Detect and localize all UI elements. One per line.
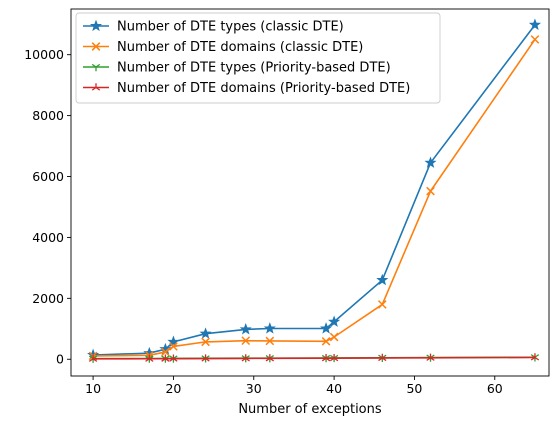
series-4-point: [378, 353, 387, 362]
legend-label: Number of DTE types (classic DTE): [117, 20, 344, 35]
series-4-point: [169, 354, 178, 362]
series-4-point: [530, 353, 540, 361]
series-1-point: [376, 273, 389, 286]
series-1-point: [528, 18, 541, 30]
legend-label: Number of DTE types (Priority-based DTE): [117, 61, 391, 76]
series-4-point: [329, 353, 339, 362]
legend-entry-2: Number of DTE domains (classic DTE): [83, 40, 363, 55]
legend-marker: [89, 19, 103, 32]
x-tick-label: 20: [165, 381, 181, 396]
legend-entry-1: Number of DTE types (classic DTE): [83, 20, 344, 35]
series-4-point: [145, 354, 154, 362]
series-4-point: [88, 354, 98, 362]
series-4-point: [265, 354, 274, 362]
series-1-point: [199, 327, 212, 339]
y-tick-label: 4000: [32, 230, 64, 245]
series-2-point: [241, 336, 251, 346]
x-tick-label: 40: [326, 381, 342, 396]
legend-label: Number of DTE domains (classic DTE): [117, 40, 363, 55]
y-tick-label: 2000: [32, 291, 64, 306]
plot-frame: [70, 8, 550, 377]
series-2-line: [93, 39, 536, 357]
x-tick-label: 60: [487, 381, 503, 396]
series-4-point: [426, 353, 435, 361]
series-4-point: [201, 354, 210, 362]
legend-box: [75, 12, 441, 104]
series-1-point: [328, 315, 341, 327]
series-1-point: [263, 322, 276, 334]
series-4-point: [321, 354, 331, 362]
series-2-point: [329, 332, 339, 342]
y-tick-label: 0: [56, 352, 64, 367]
x-tick-label: 50: [406, 381, 422, 396]
series-4-line: [93, 356, 535, 360]
series-2-point: [169, 342, 178, 351]
legend: Number of DTE types (classic DTE) Number …: [75, 12, 441, 104]
series-2-point: [201, 337, 210, 347]
series-2: [88, 35, 540, 361]
series-2-point: [530, 35, 540, 44]
series-4-point: [241, 354, 250, 362]
series-4-point: [161, 354, 170, 362]
x-tick-label: 30: [246, 381, 262, 396]
legend-entry-4: Number of DTE domains (Priority-based DT…: [83, 81, 410, 96]
series-1-point: [320, 322, 333, 334]
legend-entry-3: Number of DTE types (Priority-based DTE): [83, 61, 391, 76]
legend-label: Number of DTE domains (Priority-based DT…: [117, 81, 410, 96]
x-tick-label: 10: [85, 381, 101, 396]
axes: 10 20 30 40 50 60 0 2000 4000 6000 8000 10000: [24, 8, 550, 396]
y-tick-label: 8000: [32, 108, 64, 123]
series-2-point: [426, 186, 435, 196]
series-2-point: [265, 336, 275, 346]
plot-area: [87, 18, 541, 363]
series-4: [88, 353, 540, 362]
series-2-point: [321, 336, 331, 346]
series-1-point: [239, 323, 252, 335]
legend-marker: [91, 63, 101, 72]
legend-marker: [91, 42, 101, 51]
series-1-point: [424, 156, 437, 168]
series-2-point: [377, 300, 387, 309]
y-tick-label: 6000: [32, 169, 64, 184]
series-2-point: [161, 347, 170, 357]
series-1-point: [167, 335, 180, 348]
legend-marker: [91, 83, 101, 91]
x-axis-label: Number of exceptions: [238, 402, 382, 417]
y-tick-label: 10000: [24, 47, 64, 62]
